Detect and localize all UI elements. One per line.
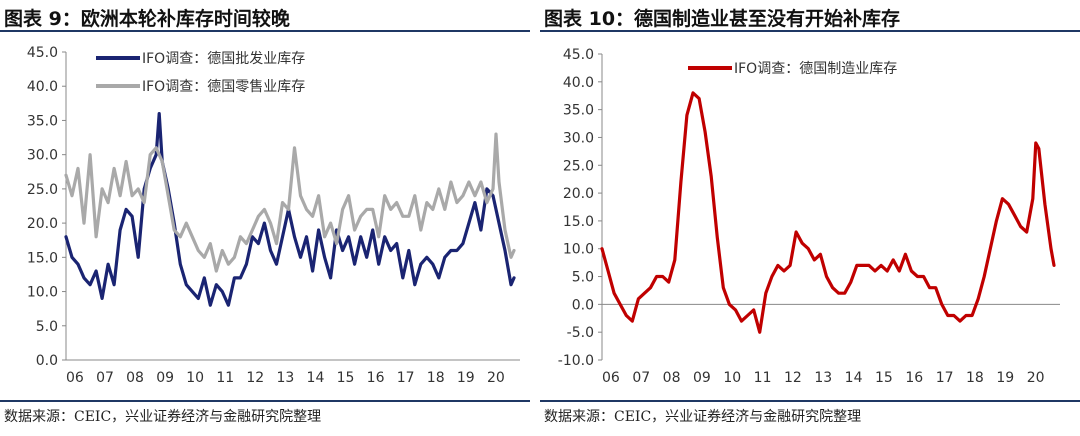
x-tick-label: 15: [337, 370, 355, 386]
y-tick-label: 20.0: [563, 186, 594, 202]
x-tick-label: 17: [936, 370, 954, 386]
y-tick-label: 30.0: [563, 130, 594, 146]
x-tick-label: 20: [487, 370, 505, 386]
chart-panel-inventory-germany-manufacturing: 图表 10：德国制造业甚至没有开始补库存 -10.0 -5.0 0.0 5.0 10.0…: [540, 0, 1080, 436]
x-tick-label: 06: [66, 370, 84, 386]
x-tick-label: 12: [246, 370, 264, 386]
legend-label: IFO调查：德国批发业库存: [142, 51, 305, 67]
x-tick-label: 19: [457, 370, 475, 386]
y-tick-label: 25.0: [27, 182, 58, 198]
x-tick-label: 16: [367, 370, 385, 386]
chart-title: 图表 9：欧洲本轮补库存时间较晚: [4, 8, 290, 30]
y-tick-label: 45.0: [563, 47, 594, 63]
x-tick-label: 18: [966, 370, 984, 386]
y-tick-label: 15.0: [563, 214, 594, 230]
y-tick-label: 10.0: [563, 242, 594, 258]
x-tick-label: 11: [754, 370, 772, 386]
source-divider: [0, 400, 530, 402]
x-tick-label: 10: [723, 370, 741, 386]
line-chart: -10.0 -5.0 0.0 5.0 10.0 15.0 20.0 25.0 30.0 35.0 4…: [558, 47, 1060, 386]
y-tick-label: 5.0: [572, 270, 594, 286]
legend-label: IFO调查：德国零售业库存: [142, 79, 305, 95]
data-source-note: 数据来源：CEIC，兴业证券经济与金融研究院整理: [4, 409, 322, 425]
y-tick-label: 35.0: [27, 113, 58, 129]
y-tick-label: 5.0: [36, 319, 58, 335]
series-line: [64, 132, 516, 273]
line-chart: 0.0 5.0 10.0 15.0 20.0 25.0 30.0 35.0 40.0 45.0 06…: [27, 45, 520, 386]
y-tick-label: 0.0: [572, 297, 594, 313]
x-tick-label: 06: [602, 370, 620, 386]
x-tick-label: 20: [1027, 370, 1045, 386]
y-tick-label: 0.0: [36, 353, 58, 369]
chart-panel-inventory-europe: 图表 9：欧洲本轮补库存时间较晚 0.0 5.0 10.0 15.0 20.0 25.0 3…: [0, 0, 530, 436]
x-tick-label: 07: [96, 370, 114, 386]
data-source-note: 数据来源：CEIC，兴业证券经济与金融研究院整理: [544, 409, 862, 425]
x-tick-label: 15: [875, 370, 893, 386]
legend-label: IFO调查：德国制造业库存: [734, 61, 897, 77]
y-tick-label: 25.0: [563, 158, 594, 174]
title-divider: [540, 30, 1080, 32]
x-tick-label: 09: [156, 370, 174, 386]
y-tick-label: -10.0: [558, 353, 594, 369]
y-tick-label: 40.0: [563, 75, 594, 91]
x-tick-label: 13: [814, 370, 832, 386]
x-tick-label: 14: [307, 370, 325, 386]
x-tick-label: 13: [276, 370, 294, 386]
y-tick-label: 15.0: [27, 250, 58, 266]
series-line: [600, 91, 1056, 334]
y-tick-label: 30.0: [27, 148, 58, 164]
x-tick-label: 09: [693, 370, 711, 386]
x-tick-label: 08: [663, 370, 681, 386]
x-tick-label: 08: [126, 370, 144, 386]
x-tick-label: 07: [632, 370, 650, 386]
y-tick-label: 35.0: [563, 103, 594, 119]
y-tick-label: 20.0: [27, 216, 58, 232]
title-divider: [0, 30, 530, 32]
y-tick-label: 10.0: [27, 285, 58, 301]
y-tick-label: -5.0: [567, 325, 594, 341]
x-tick-label: 11: [216, 370, 234, 386]
source-divider: [540, 400, 1080, 402]
x-tick-label: 12: [784, 370, 802, 386]
x-tick-label: 17: [397, 370, 415, 386]
x-tick-label: 14: [845, 370, 863, 386]
x-tick-label: 19: [996, 370, 1014, 386]
chart-title: 图表 10：德国制造业甚至没有开始补库存: [544, 8, 901, 30]
x-tick-label: 16: [905, 370, 923, 386]
x-tick-label: 10: [186, 370, 204, 386]
y-tick-label: 40.0: [27, 79, 58, 95]
y-tick-label: 45.0: [27, 45, 58, 61]
x-tick-label: 18: [427, 370, 445, 386]
